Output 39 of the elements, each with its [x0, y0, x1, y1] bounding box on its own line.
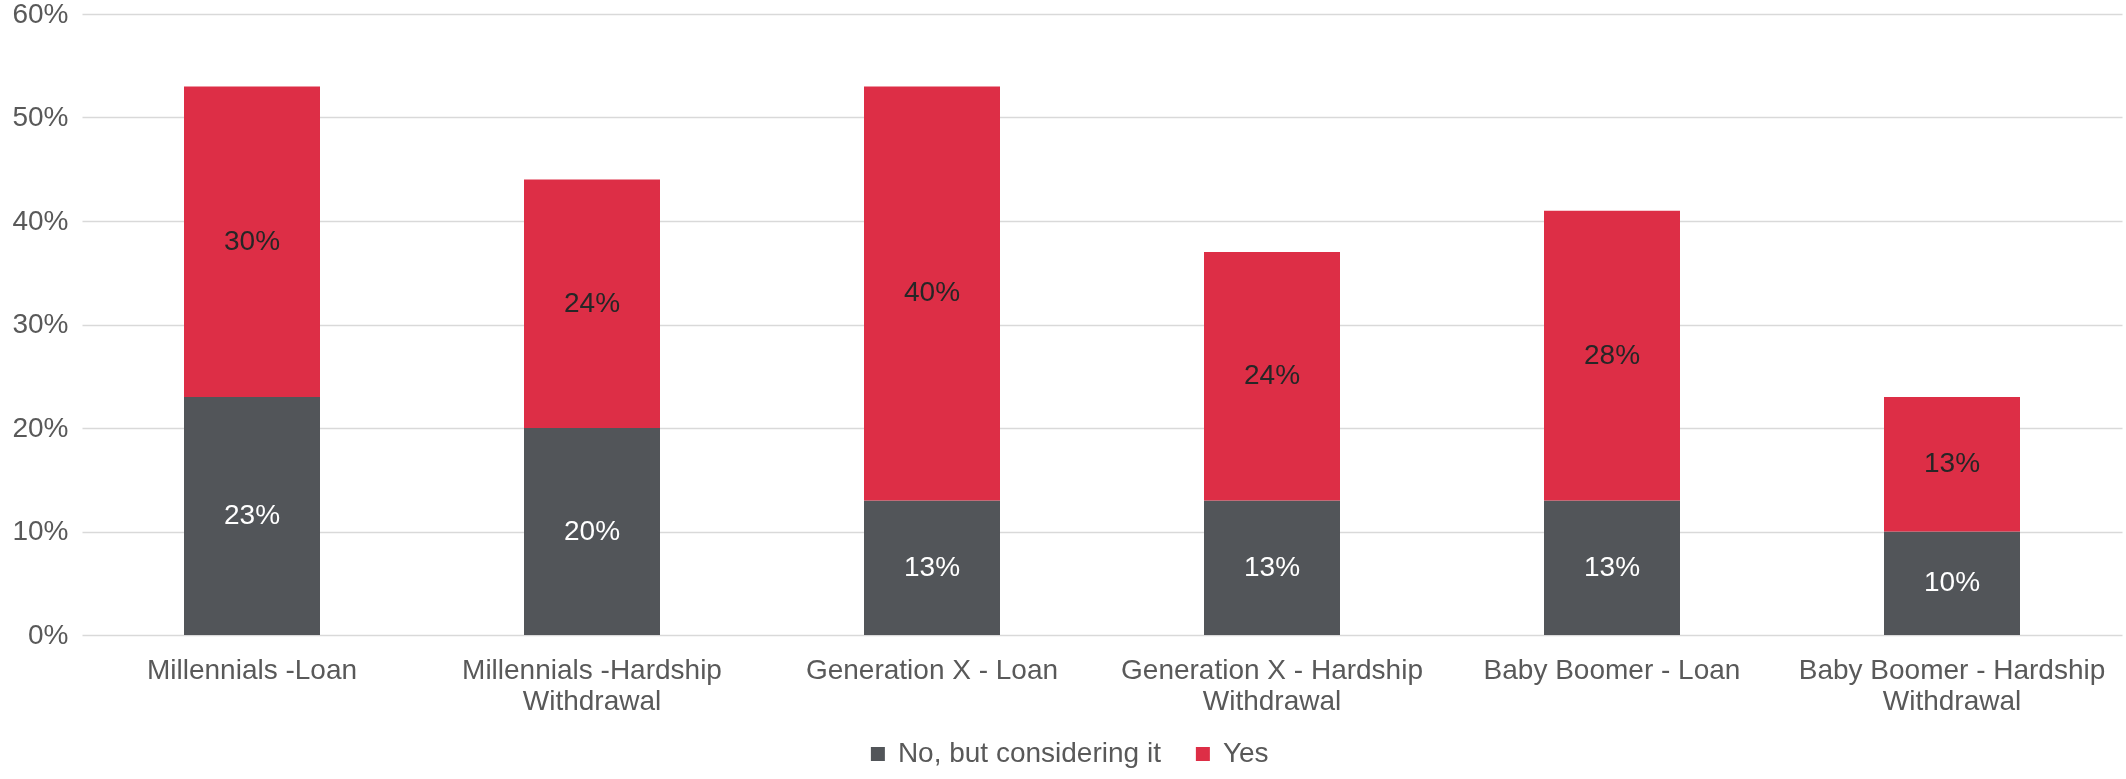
bar [1204, 252, 1340, 501]
data-label: 13% [1923, 447, 1981, 479]
data-label: 28% [1583, 338, 1641, 370]
y-tick-label: 20% [12, 411, 69, 443]
data-label: 30% [223, 224, 281, 256]
data-label: 20% [563, 514, 621, 546]
data-label: 40% [903, 276, 961, 308]
x-tick-label: Millennials -Hardship Withdrawal [462, 653, 722, 716]
x-tick-label: Baby Boomer - Hardship Withdrawal [1798, 653, 2106, 716]
legend-label: Yes [1222, 737, 1269, 768]
y-tick-label: 30% [12, 308, 69, 339]
legend-label: No, but considering it [897, 737, 1162, 768]
bar [184, 86, 320, 397]
data-label: 24% [1243, 359, 1301, 391]
data-label: 24% [563, 286, 621, 318]
data-label: 13% [1583, 550, 1641, 582]
y-tick-label: 50% [12, 101, 69, 132]
y-tick-label: 60% [12, 0, 69, 29]
bar [1884, 531, 2020, 635]
bar [1544, 500, 1680, 635]
x-tick-label: Generation X - Loan [805, 653, 1059, 685]
bar [184, 396, 320, 635]
y-tick-label: 40% [12, 204, 69, 236]
bar [1884, 396, 2020, 532]
data-label: 23% [223, 498, 281, 530]
data-label: 13% [903, 550, 961, 582]
data-label: 10% [1923, 566, 1981, 598]
data-label: 13% [1243, 550, 1301, 582]
bar [524, 428, 660, 635]
bar [864, 500, 1000, 635]
x-tick-label: Baby Boomer - Loan [1483, 653, 1741, 685]
bar [1544, 210, 1680, 501]
y-tick-label: 10% [12, 515, 69, 546]
x-tick-label: Millennials -Loan [146, 653, 358, 685]
bar [524, 179, 660, 428]
y-tick-label: 0% [28, 618, 69, 650]
bar [1204, 500, 1340, 635]
x-tick-label: Generation X - Hardship Withdrawal [1121, 653, 1423, 716]
bar [864, 86, 1000, 501]
